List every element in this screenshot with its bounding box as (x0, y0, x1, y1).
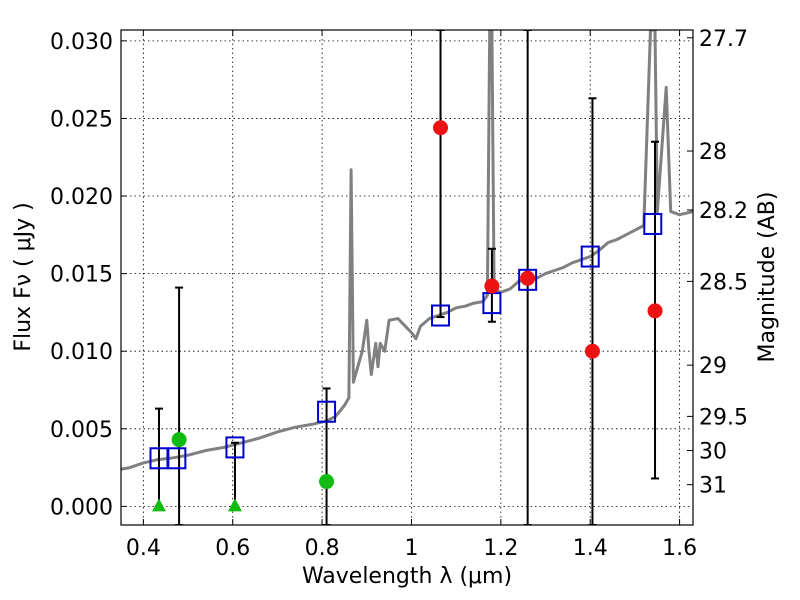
model-photometry-box (317, 400, 337, 423)
axis-ticks (121, 30, 693, 525)
right-magnitude-tick-label: 30 (699, 440, 727, 465)
model-photometry-box (518, 268, 538, 291)
x-tick-label: 0.4 (126, 536, 161, 561)
grid-lines (121, 30, 693, 525)
model-photometry-layer (149, 212, 663, 470)
model-photometry-box (580, 245, 600, 268)
upper-limit-triangle-marker (227, 498, 242, 512)
detection-point (647, 303, 663, 319)
right-magnitude-tick-label: 29 (699, 354, 727, 379)
plot-background (121, 30, 693, 525)
y-tick-label: 0.015 (50, 263, 113, 288)
model-spectrum-line (121, 30, 693, 471)
y-tick-label: 0.030 (50, 30, 113, 55)
detection-point (433, 120, 449, 136)
x-tick-label: 1.6 (662, 536, 697, 561)
y-tick-label: 0.000 (50, 495, 113, 520)
model-photometry-box (643, 212, 663, 235)
x-axis-label: Wavelength λ (μm) (302, 564, 512, 589)
y-axis-label-right: Magnitude (AB) (755, 192, 780, 363)
right-magnitude-tick-label: 27.7 (699, 27, 748, 52)
y-tick-label: 0.025 (50, 107, 113, 132)
x-tick-label: 1.2 (483, 536, 518, 561)
detection-point (584, 343, 600, 359)
right-magnitude-tick-label: 29.5 (699, 405, 748, 430)
x-tick-label: 1.4 (573, 536, 608, 561)
right-magnitude-tick-label: 28 (699, 140, 727, 165)
right-magnitude-tick-label: 31 (699, 474, 727, 499)
y-tick-label: 0.005 (50, 418, 113, 443)
model-photometry-box (431, 304, 451, 327)
low-sn-point (171, 432, 187, 448)
x-tick-label: 0.8 (305, 536, 340, 561)
plot-frame (120, 29, 694, 526)
right-magnitude-tick-label: 28.2 (699, 199, 748, 224)
y-axis-label-left: Flux Fν ( μJy ) (11, 202, 36, 351)
right-magnitude-tick-label: 28.5 (699, 270, 748, 295)
x-tick-label: 0.6 (215, 536, 250, 561)
y-tick-label: 0.020 (50, 185, 113, 210)
model-photometry-box (167, 447, 187, 470)
model-photometry-box (225, 436, 245, 459)
detection-point (520, 270, 536, 286)
detection-point (484, 278, 500, 294)
x-tick-label: 1 (404, 536, 418, 561)
observed-points-layer (151, 120, 663, 512)
low-sn-point (319, 474, 335, 490)
y-tick-label: 0.010 (50, 340, 113, 365)
upper-limit-triangle-marker (151, 498, 166, 512)
model-spectrum-layer (121, 30, 693, 471)
axis-tick-labels: 0.4 0.6 0.8 1 1.2 1.4 1.6 0.000 0.005 0.010 0.015 0… (50, 27, 748, 561)
